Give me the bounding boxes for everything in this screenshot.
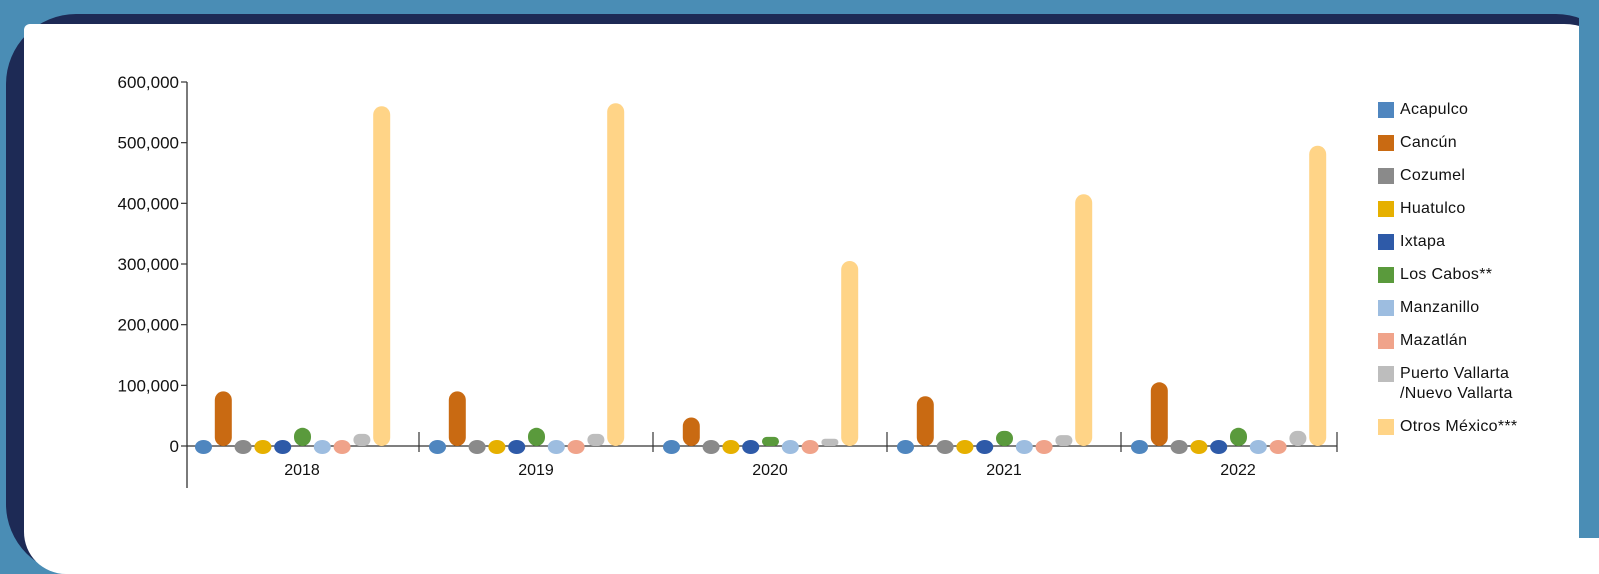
bar-acapulco-2018 <box>195 440 212 454</box>
legend-item: Puerto Vallarta/Nuevo Vallarta <box>1378 364 1517 404</box>
legend-label: Cancún <box>1400 134 1457 151</box>
legend-swatch <box>1378 201 1394 217</box>
legend-swatch <box>1378 168 1394 184</box>
bar-manzanillo-2019 <box>547 440 565 454</box>
bar-cozumel-2018 <box>234 440 252 454</box>
legend-swatch <box>1378 366 1394 382</box>
legend-item: Cancún <box>1378 133 1517 153</box>
y-tick-label: 200,000 <box>118 316 179 335</box>
bar-mazatl-n-2018 <box>333 440 351 454</box>
bar-chart: 600,000 500,000 400,000 300,000 200,000 100,0… <box>118 73 1338 488</box>
legend-swatch <box>1378 300 1394 316</box>
x-tick-label: 2021 <box>986 462 1022 479</box>
bar-puerto-vallarta-nuevo-vallarta-2020 <box>821 438 839 446</box>
legend-item: Los Cabos** <box>1378 265 1517 285</box>
bar-huatulco-2021 <box>956 440 974 454</box>
bar-mazatl-n-2022 <box>1269 440 1287 454</box>
legend-swatch <box>1378 135 1394 151</box>
y-tick-label: 100,000 <box>118 376 179 395</box>
bar-huatulco-2019 <box>488 440 506 454</box>
bar-cozumel-2022 <box>1170 440 1188 454</box>
legend-label: Cozumel <box>1400 167 1466 184</box>
legend-label: Acapulco <box>1400 101 1469 118</box>
bar-mazatl-n-2019 <box>567 440 585 454</box>
bar-huatulco-2018 <box>254 440 272 454</box>
legend-label: Otros México*** <box>1400 418 1518 435</box>
legend-swatch <box>1378 234 1394 250</box>
y-tick-label: 0 <box>170 437 179 456</box>
bar-ixtapa-2022 <box>1210 440 1228 454</box>
bar-huatulco-2022 <box>1190 440 1208 454</box>
bar-los-cabos--2021 <box>996 430 1013 446</box>
y-tick-label: 500,000 <box>118 134 179 153</box>
legend-label: Mazatlán <box>1400 332 1468 349</box>
x-tick-label: 2019 <box>518 462 554 479</box>
legend-item: Cozumel <box>1378 166 1517 186</box>
bar-ixtapa-2021 <box>976 440 994 454</box>
bar-manzanillo-2021 <box>1015 440 1033 454</box>
bar-los-cabos--2020 <box>762 436 779 446</box>
legend-swatch <box>1378 102 1394 118</box>
bar-ixtapa-2020 <box>742 440 760 454</box>
bar-puerto-vallarta-nuevo-vallarta-2018 <box>353 433 371 446</box>
bar-mazatl-n-2020 <box>801 440 819 454</box>
legend-item: Huatulco <box>1378 199 1517 219</box>
legend-item: Ixtapa <box>1378 232 1517 252</box>
bar-manzanillo-2020 <box>781 440 799 454</box>
bar-otros-m-xico--2019 <box>607 103 625 446</box>
legend-label: Los Cabos** <box>1400 266 1493 283</box>
bar-los-cabos--2019 <box>528 427 545 446</box>
bar-acapulco-2020 <box>663 440 680 454</box>
bar-otros-m-xico--2021 <box>1075 194 1093 446</box>
bar-cozumel-2020 <box>702 440 720 454</box>
bar-cozumel-2019 <box>468 440 486 454</box>
bar-ixtapa-2019 <box>508 440 526 454</box>
legend-item: Mazatlán <box>1378 331 1517 351</box>
bar-manzanillo-2018 <box>313 440 331 454</box>
bar-acapulco-2019 <box>429 440 446 454</box>
bar-canc-n-2022 <box>1150 382 1168 446</box>
y-tick-label: 300,000 <box>118 255 179 274</box>
x-tick-label: 2022 <box>1220 462 1256 479</box>
bar-canc-n-2020 <box>682 417 700 446</box>
bar-manzanillo-2022 <box>1249 440 1267 454</box>
bar-canc-n-2018 <box>214 391 232 446</box>
legend-label: Puerto Vallarta/Nuevo Vallarta <box>1400 365 1513 402</box>
legend-swatch <box>1378 419 1394 435</box>
legend-item: Manzanillo <box>1378 298 1517 318</box>
chart-legend: Acapulco Cancún Cozumel Huatulco Ixtapa Los C… <box>1378 100 1517 450</box>
bar-mazatl-n-2021 <box>1035 440 1053 454</box>
bar-canc-n-2021 <box>916 396 934 446</box>
legend-label: Manzanillo <box>1400 299 1480 316</box>
x-tick-label: 2018 <box>284 462 320 479</box>
bar-otros-m-xico--2022 <box>1309 145 1327 446</box>
bar-los-cabos--2018 <box>294 427 311 446</box>
bar-acapulco-2022 <box>1131 440 1148 454</box>
legend-item: Otros México*** <box>1378 417 1517 437</box>
legend-label: Huatulco <box>1400 200 1466 217</box>
bar-otros-m-xico--2020 <box>841 260 859 446</box>
bar-huatulco-2020 <box>722 440 740 454</box>
bar-puerto-vallarta-nuevo-vallarta-2019 <box>587 433 605 446</box>
y-tick-label: 600,000 <box>118 73 179 92</box>
bar-ixtapa-2018 <box>274 440 292 454</box>
right-edge <box>1579 0 1599 538</box>
legend-swatch <box>1378 267 1394 283</box>
legend-item: Acapulco <box>1378 100 1517 120</box>
legend-swatch <box>1378 333 1394 349</box>
chart-panel <box>24 24 1599 574</box>
y-tick-label: 400,000 <box>118 194 179 213</box>
legend-label: Ixtapa <box>1400 233 1446 250</box>
bar-los-cabos--2022 <box>1230 427 1247 446</box>
x-tick-label: 2020 <box>752 462 788 479</box>
bar-canc-n-2019 <box>448 391 466 446</box>
bar-cozumel-2021 <box>936 440 954 454</box>
bar-puerto-vallarta-nuevo-vallarta-2022 <box>1289 430 1307 446</box>
bar-acapulco-2021 <box>897 440 914 454</box>
bar-puerto-vallarta-nuevo-vallarta-2021 <box>1055 435 1073 446</box>
bar-otros-m-xico--2018 <box>373 106 391 447</box>
